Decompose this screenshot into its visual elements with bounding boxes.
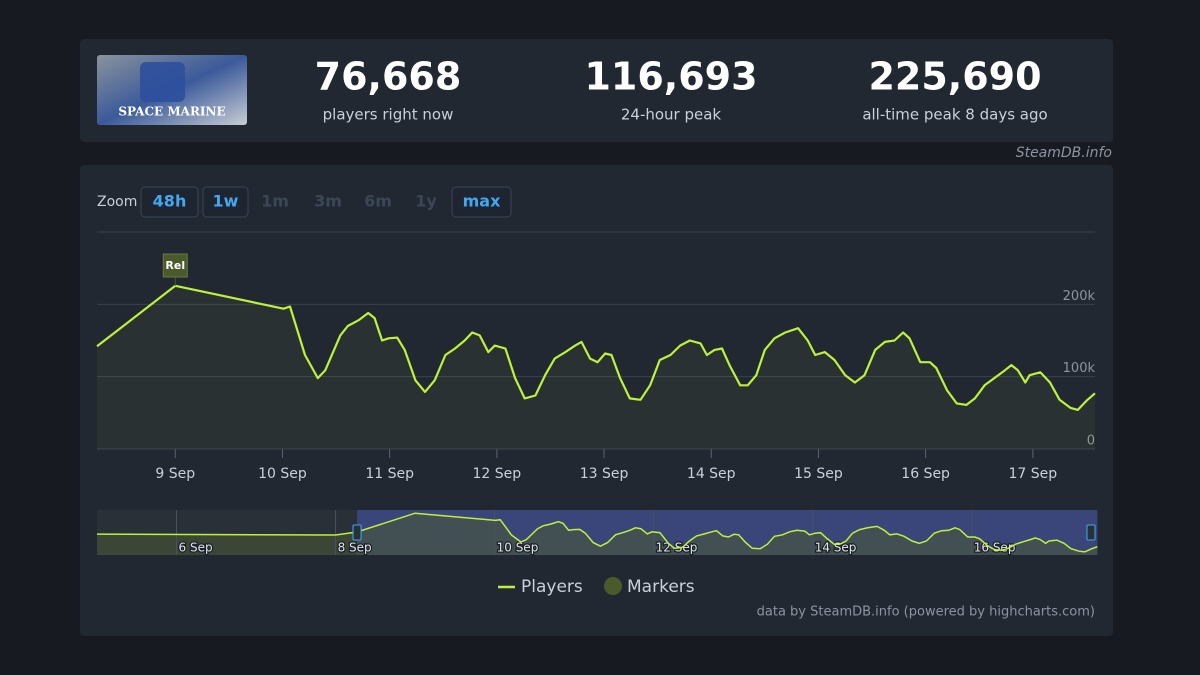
stat-value: 225,690 [868,55,1041,99]
game-art-text: SPACE MARINE [118,105,225,119]
x-tick-label: 12 Sep [473,466,522,482]
credit: data by SteamDB.info (powered by highcha… [757,605,1095,620]
zoom-button[interactable] [202,186,249,218]
x-tick-label: 16 Sep [901,466,950,482]
navigator-tick-label: 14 Sep [815,541,857,555]
x-tick-label: 11 Sep [365,466,414,482]
navigator-tick-label: 10 Sep [497,541,539,555]
x-tick-label: 17 Sep [1008,466,1057,482]
zoom-option[interactable]: max [463,192,501,211]
x-tick-label: 10 Sep [258,466,307,482]
zoom-option: 1m [261,192,289,211]
zoom-option[interactable]: 1w [213,192,239,211]
series-area [97,285,1095,449]
navigator-area [97,513,1098,555]
zoom-option: 3m [314,192,342,211]
y-tick-label: 0 [1087,434,1095,449]
stat-label: players right now [323,106,454,124]
stat-label: 24-hour peak [621,106,722,124]
zoom-option: 1y [415,192,437,211]
art-figure [140,62,185,102]
series-line [96,284,1096,411]
zoom-label: Zoom [97,194,137,210]
stats-panel [80,39,1113,142]
x-tick-label: 14 Sep [687,466,736,482]
stat-value: 116,693 [584,55,757,99]
x-tick-label: 9 Sep [155,466,195,482]
y-tick-label: 100k [1063,361,1096,376]
navigator-tick-label: 16 Sep [974,541,1016,555]
zoom-button[interactable] [140,186,199,218]
legend-label[interactable]: Markers [627,577,695,597]
zoom-button[interactable] [451,186,512,218]
navigator-tick-label: 8 Sep [338,541,372,555]
y-tick-label: 200k [1063,289,1096,304]
x-tick-label: 13 Sep [580,466,629,482]
marker-flag [162,253,188,278]
legend-label[interactable]: Players [521,577,583,597]
zoom-option: 6m [364,192,392,211]
marker-label: Rel [165,259,185,272]
watermark: SteamDB.info [1016,145,1112,161]
stat-label: all-time peak 8 days ago [862,106,1047,124]
navigator-handle[interactable] [1086,524,1096,541]
navigator-handle[interactable] [352,524,362,541]
navigator-line [96,512,1098,553]
legend-marker [604,577,622,595]
stat-value: 76,668 [315,55,462,99]
x-tick-label: 15 Sep [794,466,843,482]
navigator-tick-label: 6 Sep [179,541,213,555]
zoom-option[interactable]: 48h [153,192,187,211]
